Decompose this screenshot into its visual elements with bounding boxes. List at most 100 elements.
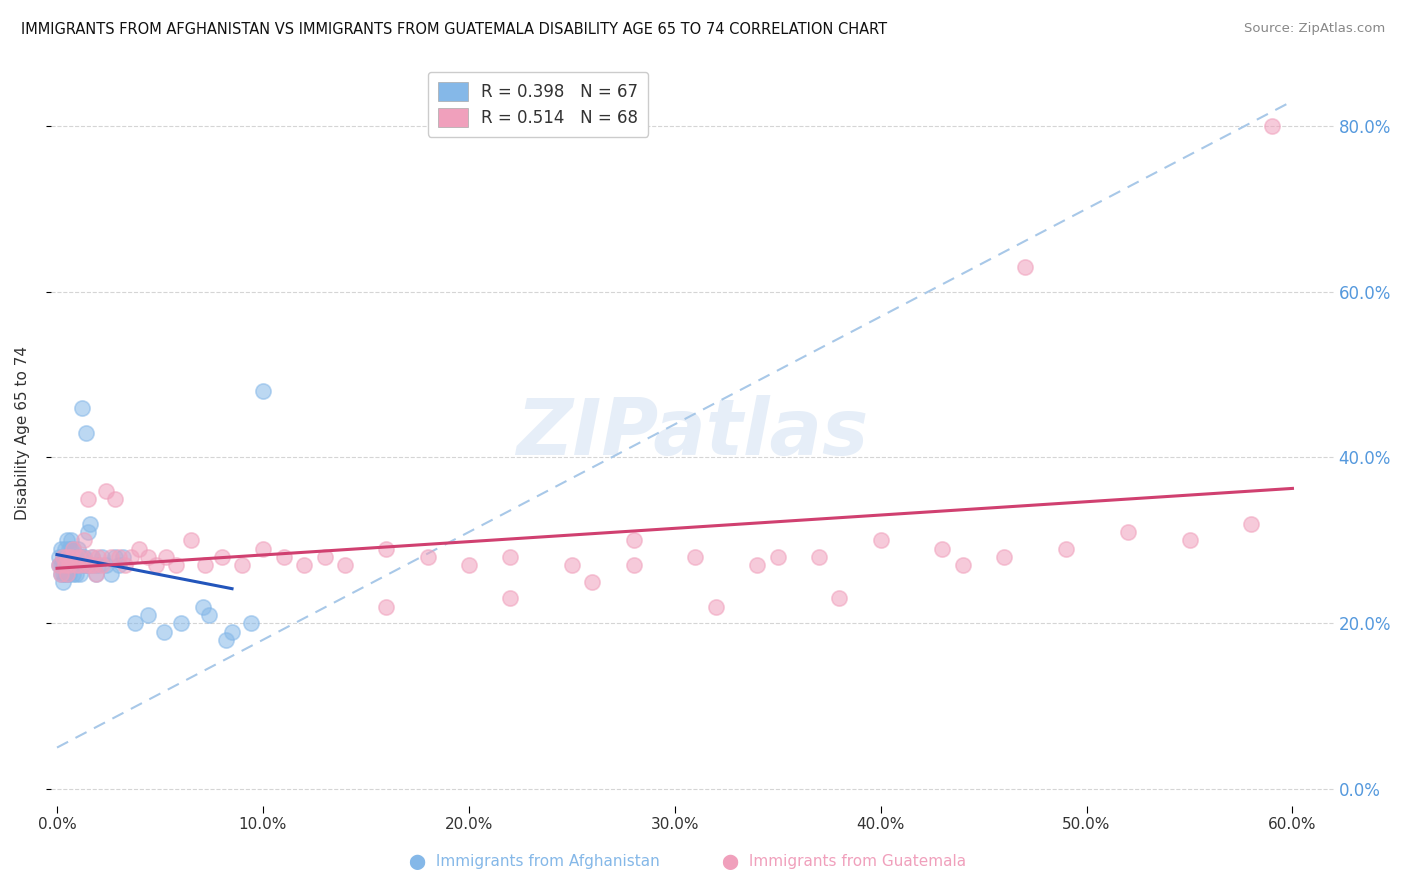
Point (52, 566, 75, 581)
Text: ⬤  Immigrants from Afghanistan: ⬤ Immigrants from Afghanistan (409, 854, 659, 870)
Point (66, 549, 89, 564)
Point (65, 566, 87, 581)
Point (128, 541, 150, 556)
Point (75, 558, 97, 573)
Legend: R = 0.398   N = 67, R = 0.514   N = 68: R = 0.398 N = 67, R = 0.514 N = 68 (429, 71, 648, 136)
Point (48, 549, 70, 564)
Point (73, 558, 96, 573)
Point (48, 558, 70, 573)
Point (1261, 119, 1284, 133)
Point (124, 616, 146, 631)
Point (84, 566, 107, 581)
Point (239, 616, 262, 631)
Point (145, 558, 167, 573)
Point (80, 549, 103, 564)
Point (56, 549, 79, 564)
Point (193, 599, 215, 614)
Point (1116, 524, 1139, 539)
Point (499, 549, 522, 564)
Point (52, 549, 75, 564)
Point (292, 558, 315, 573)
Point (58, 549, 80, 564)
Point (96, 558, 118, 573)
Point (62, 541, 84, 556)
Point (107, 558, 129, 573)
Point (104, 491, 127, 506)
Point (215, 632, 238, 647)
Point (153, 624, 176, 639)
Point (58, 541, 80, 556)
Point (136, 607, 159, 622)
Point (561, 558, 583, 573)
Point (87, 549, 110, 564)
Point (457, 558, 479, 573)
Point (416, 549, 439, 564)
Point (581, 574, 603, 589)
Text: IMMIGRANTS FROM AFGHANISTAN VS IMMIGRANTS FROM GUATEMALA DISABILITY AGE 65 TO 74: IMMIGRANTS FROM AFGHANISTAN VS IMMIGRANT… (21, 22, 887, 37)
Point (49, 541, 72, 556)
Point (745, 558, 768, 573)
Point (1240, 516, 1263, 531)
Point (53, 558, 76, 573)
Point (80, 549, 103, 564)
Point (1014, 260, 1036, 274)
Point (65, 558, 87, 573)
Point (58, 566, 80, 581)
Point (52, 558, 75, 573)
Point (869, 533, 891, 548)
Point (70, 401, 93, 415)
Point (952, 558, 974, 573)
Point (111, 549, 134, 564)
Point (807, 549, 830, 564)
Point (83, 558, 105, 573)
Point (56, 533, 79, 548)
Point (60, 541, 83, 556)
Point (53, 566, 76, 581)
Point (155, 549, 177, 564)
Point (1178, 533, 1201, 548)
Point (73, 549, 96, 564)
Point (49, 566, 72, 581)
Point (52, 574, 75, 589)
Point (56, 566, 79, 581)
Point (62, 541, 84, 556)
Point (77, 558, 100, 573)
Point (252, 384, 274, 399)
Point (221, 624, 243, 639)
Text: ⬤  Immigrants from Guatemala: ⬤ Immigrants from Guatemala (721, 854, 966, 870)
Point (165, 558, 187, 573)
Point (931, 541, 953, 556)
Point (314, 549, 336, 564)
Point (79, 516, 101, 531)
Point (69, 566, 91, 581)
Point (66, 541, 89, 556)
Point (79, 558, 101, 573)
Point (685, 549, 707, 564)
Point (52, 549, 75, 564)
Point (58, 558, 80, 573)
Point (75, 425, 97, 440)
Point (66, 558, 89, 573)
Point (91, 558, 114, 573)
Point (70, 549, 93, 564)
Point (211, 549, 233, 564)
Point (60, 558, 83, 573)
Point (169, 616, 191, 631)
Point (53, 558, 76, 573)
Point (65, 549, 87, 564)
Point (62, 549, 84, 564)
Point (273, 549, 295, 564)
Point (49, 558, 72, 573)
Point (623, 533, 645, 548)
Point (65, 558, 87, 573)
Point (58, 558, 80, 573)
Point (252, 541, 274, 556)
Point (73, 533, 96, 548)
Point (180, 533, 202, 548)
Point (66, 549, 89, 564)
Point (198, 607, 221, 622)
Point (375, 599, 398, 614)
Y-axis label: Disability Age 65 to 74: Disability Age 65 to 74 (15, 345, 30, 520)
Point (194, 558, 217, 573)
Point (79, 558, 101, 573)
